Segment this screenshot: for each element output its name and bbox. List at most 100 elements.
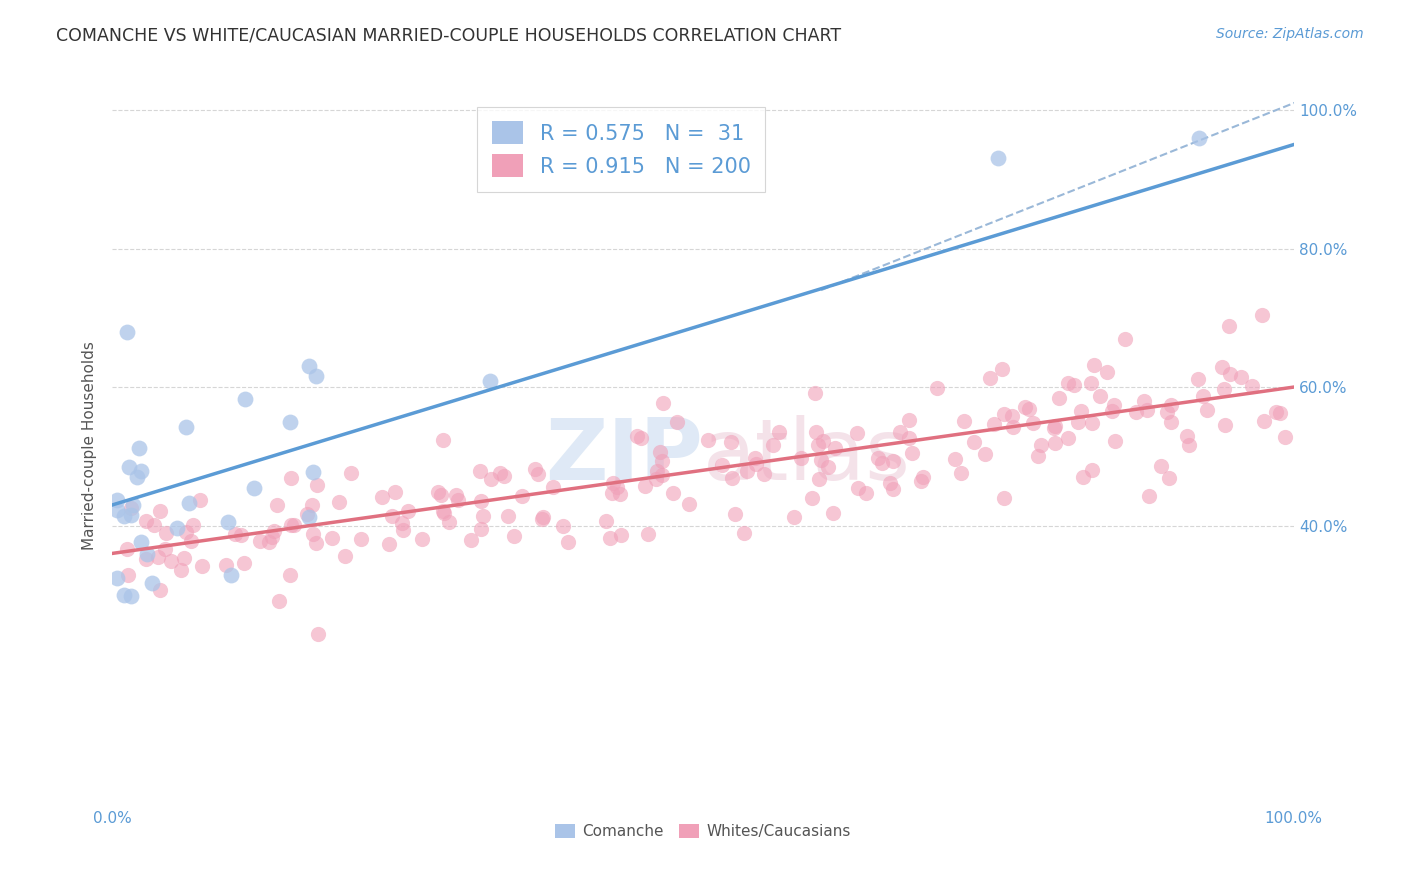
Point xyxy=(280,518,302,533)
Point xyxy=(626,429,648,443)
Point xyxy=(527,467,550,482)
Point xyxy=(952,414,974,428)
Point xyxy=(801,491,824,506)
Point xyxy=(810,453,832,467)
Point xyxy=(630,431,652,445)
Point xyxy=(1156,405,1178,419)
Point xyxy=(866,451,889,466)
Point xyxy=(1114,331,1136,345)
Point xyxy=(302,527,325,541)
Point xyxy=(1177,438,1199,452)
Point xyxy=(817,459,839,474)
Point xyxy=(432,433,454,447)
Point xyxy=(1270,406,1292,420)
Point xyxy=(180,534,202,549)
Point xyxy=(263,524,285,538)
Point xyxy=(910,475,932,489)
Point xyxy=(783,509,806,524)
Point xyxy=(298,509,321,524)
Point xyxy=(1219,367,1241,381)
Point xyxy=(1160,415,1182,429)
Point xyxy=(803,386,825,401)
Point xyxy=(510,489,533,503)
Point xyxy=(721,471,744,485)
Point xyxy=(280,471,302,485)
Point xyxy=(1018,401,1040,416)
Point xyxy=(963,435,986,450)
Point xyxy=(1160,398,1182,412)
Point xyxy=(295,507,318,521)
Point xyxy=(1056,432,1078,446)
Point xyxy=(149,503,172,517)
Point xyxy=(610,528,633,542)
Point xyxy=(745,457,768,471)
Legend: Comanche, Whites/Caucasians: Comanche, Whites/Caucasians xyxy=(548,818,858,845)
Point xyxy=(541,480,564,494)
Point xyxy=(432,504,454,518)
Point xyxy=(217,515,239,529)
Point xyxy=(305,536,328,550)
Point xyxy=(321,531,343,545)
Point xyxy=(155,525,177,540)
Text: atlas: atlas xyxy=(703,415,911,498)
Point xyxy=(912,470,935,484)
Point xyxy=(105,503,128,517)
Point xyxy=(1251,308,1274,322)
Point xyxy=(979,371,1001,385)
Text: Source: ZipAtlas.com: Source: ZipAtlas.com xyxy=(1216,27,1364,41)
Point xyxy=(219,567,242,582)
Point xyxy=(813,434,835,448)
Point xyxy=(651,395,673,409)
Point xyxy=(135,551,157,566)
Point xyxy=(215,558,238,573)
Point xyxy=(146,550,169,565)
Point xyxy=(651,453,673,467)
Point xyxy=(328,494,350,508)
Point xyxy=(472,509,495,524)
Point xyxy=(166,521,188,535)
Point xyxy=(882,483,904,497)
Point xyxy=(1136,403,1159,417)
Point xyxy=(301,498,323,512)
Point xyxy=(1083,358,1105,372)
Point xyxy=(1150,459,1173,474)
Point xyxy=(1070,404,1092,418)
Point xyxy=(278,568,301,582)
Point xyxy=(307,627,329,641)
Point xyxy=(1253,414,1275,428)
Point xyxy=(846,481,869,495)
Point xyxy=(710,458,733,473)
Text: COMANCHE VS WHITE/CAUCASIAN MARRIED-COUPLE HOUSEHOLDS CORRELATION CHART: COMANCHE VS WHITE/CAUCASIAN MARRIED-COUP… xyxy=(56,27,841,45)
Point xyxy=(496,509,519,524)
Point xyxy=(1001,409,1024,423)
Point xyxy=(1067,415,1090,429)
Point xyxy=(872,456,894,470)
Point xyxy=(177,496,200,510)
Point xyxy=(429,488,451,502)
Point xyxy=(647,464,669,478)
Point xyxy=(1230,370,1253,384)
Point xyxy=(426,485,449,500)
Point xyxy=(128,441,150,455)
Point xyxy=(993,407,1015,421)
Point xyxy=(384,485,406,500)
Point xyxy=(1088,389,1111,403)
Point xyxy=(191,559,214,574)
Point xyxy=(447,492,470,507)
Point xyxy=(900,446,922,460)
Point xyxy=(1073,470,1095,484)
Point xyxy=(678,497,700,511)
Point xyxy=(470,522,492,536)
Point xyxy=(173,550,195,565)
Point xyxy=(143,517,166,532)
Point xyxy=(1241,379,1264,393)
Point xyxy=(283,518,305,533)
Point xyxy=(266,498,288,512)
Point xyxy=(762,437,785,451)
Point xyxy=(804,425,827,439)
Point xyxy=(135,514,157,528)
Point xyxy=(807,471,830,485)
Point xyxy=(391,523,413,537)
Point xyxy=(1213,418,1236,433)
Point xyxy=(855,486,877,500)
